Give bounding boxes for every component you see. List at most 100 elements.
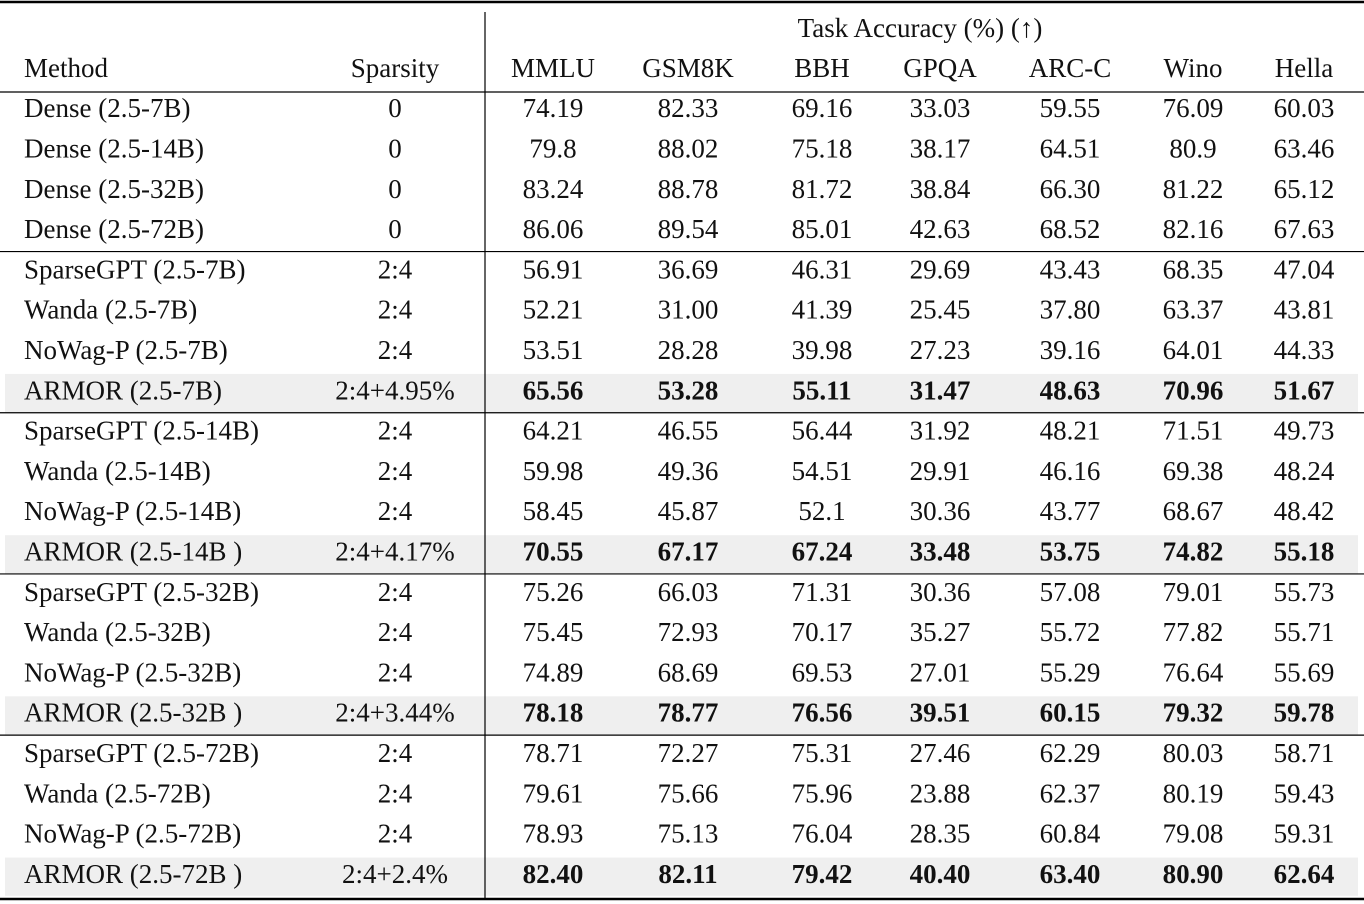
sparsity-cell: 2:4 [378, 254, 413, 284]
score-cell: 67.63 [1274, 214, 1335, 244]
method-cell: SparseGPT (2.5-7B) [24, 254, 245, 284]
score-cell: 68.67 [1163, 496, 1224, 526]
score-cell: 63.40 [1040, 859, 1101, 889]
score-cell: 75.13 [658, 819, 719, 849]
score-cell: 48.21 [1040, 416, 1101, 446]
score-cell: 60.03 [1274, 93, 1335, 123]
score-cell: 71.31 [792, 577, 853, 607]
score-cell: 62.29 [1040, 738, 1101, 768]
score-cell: 75.18 [792, 134, 853, 164]
score-cell: 28.28 [658, 335, 719, 365]
method-cell: Dense (2.5-72B) [24, 214, 204, 244]
sparsity-cell: 2:4+4.17% [335, 537, 454, 567]
score-cell: 25.45 [910, 295, 971, 325]
score-cell: 29.91 [910, 456, 971, 486]
score-cell: 71.51 [1163, 416, 1224, 446]
sparsity-cell: 2:4+4.95% [335, 375, 454, 405]
sparsity-cell: 2:4 [378, 617, 413, 647]
score-cell: 48.24 [1274, 456, 1335, 486]
method-cell: ARMOR (2.5-14B ) [24, 537, 242, 567]
group-header: Task Accuracy (%) (↑) [798, 13, 1043, 43]
score-cell: 33.48 [910, 537, 971, 567]
sparsity-cell: 2:4 [378, 577, 413, 607]
score-cell: 55.11 [792, 375, 851, 405]
score-cell: 67.17 [658, 537, 719, 567]
score-cell: 31.47 [910, 375, 971, 405]
score-cell: 72.27 [658, 738, 719, 768]
score-cell: 79.8 [529, 134, 576, 164]
sparsity-cell: 2:4 [378, 496, 413, 526]
sparsity-cell: 0 [388, 93, 402, 123]
score-cell: 74.19 [523, 93, 584, 123]
column-header: ARC-C [1029, 53, 1112, 83]
score-cell: 67.24 [792, 537, 853, 567]
score-cell: 86.06 [523, 214, 584, 244]
score-cell: 66.30 [1040, 174, 1101, 204]
score-cell: 75.96 [792, 778, 853, 808]
score-cell: 54.51 [792, 456, 853, 486]
score-cell: 72.93 [658, 617, 719, 647]
method-cell: Dense (2.5-32B) [24, 174, 204, 204]
score-cell: 53.75 [1040, 537, 1101, 567]
score-cell: 28.35 [910, 819, 971, 849]
score-cell: 56.91 [523, 254, 584, 284]
highlight-row [5, 535, 1358, 574]
score-cell: 43.81 [1274, 295, 1335, 325]
score-cell: 31.00 [658, 295, 719, 325]
column-header: GSM8K [642, 53, 734, 83]
score-cell: 74.82 [1163, 537, 1224, 567]
method-cell: Wanda (2.5-14B) [24, 456, 211, 486]
method-cell: NoWag-P (2.5-72B) [24, 819, 241, 849]
score-cell: 30.36 [910, 496, 971, 526]
score-cell: 38.17 [910, 134, 971, 164]
score-cell: 64.21 [523, 416, 584, 446]
score-cell: 55.29 [1040, 657, 1101, 687]
sparsity-cell: 2:4 [378, 819, 413, 849]
score-cell: 74.89 [523, 657, 584, 687]
score-cell: 42.63 [910, 214, 971, 244]
score-cell: 38.84 [910, 174, 971, 204]
score-cell: 76.56 [792, 698, 853, 728]
score-cell: 58.71 [1274, 738, 1335, 768]
score-cell: 27.23 [910, 335, 971, 365]
column-header: Sparsity [351, 53, 440, 83]
score-cell: 79.42 [792, 859, 853, 889]
score-cell: 76.64 [1163, 657, 1224, 687]
sparsity-cell: 2:4 [378, 738, 413, 768]
score-cell: 88.02 [658, 134, 719, 164]
score-cell: 46.55 [658, 416, 719, 446]
method-cell: SparseGPT (2.5-72B) [24, 738, 259, 768]
score-cell: 31.92 [910, 416, 971, 446]
score-cell: 35.27 [910, 617, 971, 647]
score-cell: 80.9 [1169, 134, 1216, 164]
score-cell: 75.31 [792, 738, 853, 768]
sparsity-cell: 2:4+3.44% [335, 698, 454, 728]
column-header: MMLU [511, 53, 595, 83]
score-cell: 59.31 [1274, 819, 1335, 849]
method-cell: Dense (2.5-14B) [24, 134, 204, 164]
method-cell: Wanda (2.5-32B) [24, 617, 211, 647]
score-cell: 68.35 [1163, 254, 1224, 284]
sparsity-cell: 2:4 [378, 416, 413, 446]
sparsity-cell: 2:4+2.4% [342, 859, 448, 889]
score-cell: 85.01 [792, 214, 853, 244]
score-cell: 79.01 [1163, 577, 1224, 607]
score-cell: 44.33 [1274, 335, 1335, 365]
score-cell: 82.33 [658, 93, 719, 123]
score-cell: 80.90 [1163, 859, 1224, 889]
score-cell: 70.17 [792, 617, 853, 647]
score-cell: 27.01 [910, 657, 971, 687]
score-cell: 51.67 [1274, 375, 1335, 405]
method-cell: NoWag-P (2.5-14B) [24, 496, 241, 526]
score-cell: 49.73 [1274, 416, 1335, 446]
score-cell: 59.78 [1274, 698, 1335, 728]
highlight-row [5, 696, 1358, 735]
score-cell: 81.22 [1163, 174, 1224, 204]
score-cell: 69.38 [1163, 456, 1224, 486]
score-cell: 36.69 [658, 254, 719, 284]
method-cell: SparseGPT (2.5-14B) [24, 416, 259, 446]
sparsity-cell: 2:4 [378, 456, 413, 486]
score-cell: 59.98 [523, 456, 584, 486]
score-cell: 80.19 [1163, 778, 1224, 808]
